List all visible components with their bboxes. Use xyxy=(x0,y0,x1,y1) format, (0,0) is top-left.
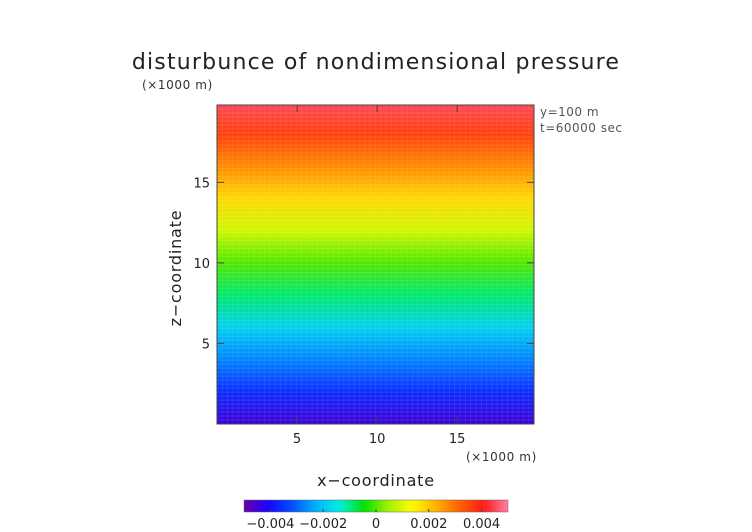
x-axis-unit: (×1000 m) xyxy=(466,450,537,464)
colorbar-tick-label: 0.004 xyxy=(463,517,500,532)
y-tick-label: 15 xyxy=(193,176,210,191)
annotation-time: t=60000 sec xyxy=(540,121,622,135)
y-axis-unit: (×1000 m) xyxy=(142,78,213,92)
heatmap-field xyxy=(217,105,534,424)
x-tick-label: 5 xyxy=(293,432,301,447)
plot-frame xyxy=(216,104,535,425)
colorbar-tick-label: 0.002 xyxy=(410,517,447,532)
plot-area: 5 10 15 5 10 15 xyxy=(193,104,535,447)
colorbar: −0.004 −0.002 0 0.002 0.004 xyxy=(243,499,509,532)
y-tick-label: 5 xyxy=(202,337,210,352)
heatmap-texture xyxy=(217,105,534,424)
y-tick-label: 10 xyxy=(193,257,210,272)
y-axis-label: z−coordinate xyxy=(166,210,185,327)
chart-title: disturbunce of nondimensional pressure xyxy=(132,50,620,75)
colorbar-tick-label: −0.004 xyxy=(246,517,294,532)
colorbar-tick-label: 0 xyxy=(372,517,380,532)
colorbar-tick-label: −0.002 xyxy=(299,517,347,532)
x-axis-ticks: 5 10 15 xyxy=(293,105,466,447)
y-axis-ticks: 5 10 15 xyxy=(193,176,534,352)
x-tick-label: 15 xyxy=(449,432,466,447)
x-tick-label: 10 xyxy=(369,432,386,447)
colorbar-ticks: −0.004 −0.002 0 0.002 0.004 xyxy=(246,509,500,532)
x-axis-label: x−coordinate xyxy=(317,471,435,490)
annotation-y: y=100 m xyxy=(540,105,599,119)
